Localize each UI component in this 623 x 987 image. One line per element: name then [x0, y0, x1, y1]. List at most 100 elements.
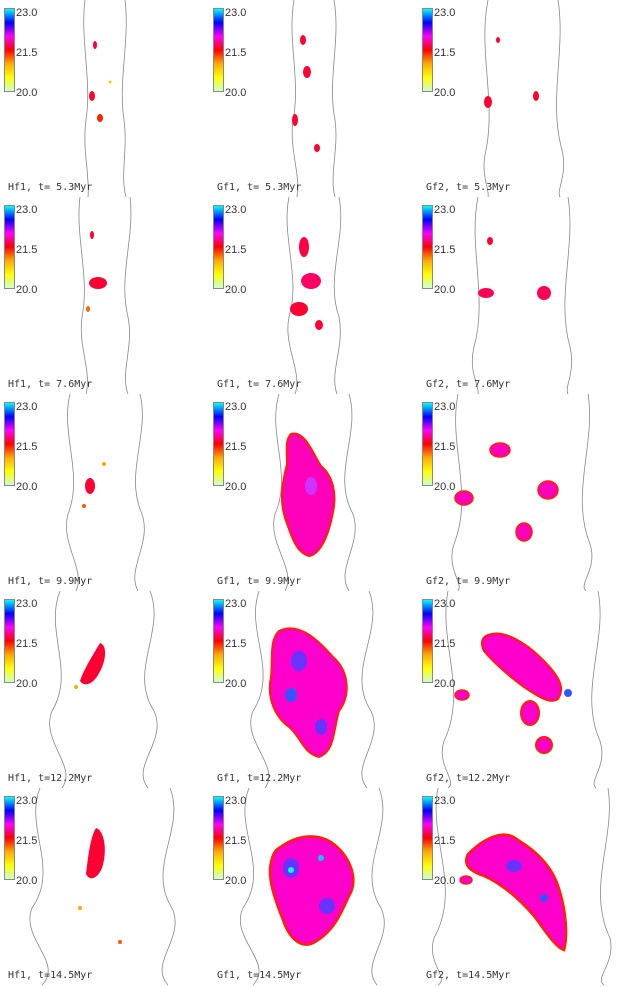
panel-hf1-12: 23.0 21.5 20.0 Hf1, t=12.2Myr — [0, 591, 205, 788]
panel-gf2-14: 23.0 21.5 20.0 Gf2, t=14.5Myr — [418, 788, 623, 985]
colorbar — [4, 796, 15, 880]
colorbar-tick-max: 23.0 — [434, 7, 456, 19]
colorbar-tick-min: 20.0 — [225, 284, 247, 296]
panel-gf1-9: 23.0 21.5 20.0 Gf1, t= 9.9Myr — [209, 394, 414, 591]
panel-caption: Gf1, t= 5.3Myr — [217, 182, 302, 193]
density-map — [66, 394, 145, 591]
colorbar-tick-max: 23.0 — [434, 598, 456, 610]
colorbar-tick-min: 20.0 — [434, 87, 456, 99]
panel-caption: Hf1, t=12.2Myr — [8, 773, 93, 784]
panel-hf1-14: 23.0 21.5 20.0 Hf1, t=14.5Myr — [0, 788, 205, 985]
colorbar — [213, 402, 224, 486]
panel-caption: Hf1, t= 5.3Myr — [8, 182, 93, 193]
panel-caption: Gf1, t= 7.6Myr — [217, 379, 302, 390]
density-map — [291, 0, 337, 197]
colorbar-tick-mid: 21.5 — [434, 244, 456, 256]
panel-gf1-5: 23.0 21.5 20.0 Gf1, t= 5.3Myr — [209, 0, 414, 197]
colorbar-tick-max: 23.0 — [16, 598, 38, 610]
colorbar-tick-min: 20.0 — [16, 481, 38, 493]
colorbar — [422, 599, 433, 683]
panel-caption: Gf2, t= 9.9Myr — [426, 576, 511, 587]
colorbar-tick-min: 20.0 — [434, 284, 456, 296]
colorbar — [213, 205, 224, 289]
colorbar-tick-min: 20.0 — [434, 481, 456, 493]
panel-caption: Hf1, t=14.5Myr — [8, 970, 93, 981]
colorbar — [4, 599, 15, 683]
colorbar-tick-max: 23.0 — [434, 204, 456, 216]
colorbar-tick-max: 23.0 — [434, 401, 456, 413]
panel-hf1-5: 23.0 21.5 20.0 Hf1, t= 5.3Myr — [0, 0, 205, 197]
colorbar-tick-mid: 21.5 — [225, 638, 247, 650]
density-map — [483, 0, 565, 197]
colorbar-tick-mid: 21.5 — [434, 835, 456, 847]
colorbar — [422, 796, 433, 880]
colorbar-tick-min: 20.0 — [16, 678, 38, 690]
density-map — [49, 591, 158, 788]
density-map — [29, 788, 176, 985]
colorbar-tick-max: 23.0 — [16, 795, 38, 807]
colorbar-tick-mid: 21.5 — [225, 441, 247, 453]
colorbar-tick-max: 23.0 — [225, 795, 247, 807]
panel-gf1-14: 23.0 21.5 20.0 Gf1, t=14.5Myr — [209, 788, 414, 985]
colorbar-tick-min: 20.0 — [225, 875, 247, 887]
density-map — [286, 197, 342, 394]
colorbar — [422, 8, 433, 92]
panel-gf2-9: 23.0 21.5 20.0 Gf2, t= 9.9Myr — [418, 394, 623, 591]
colorbar-tick-min: 20.0 — [16, 87, 38, 99]
colorbar — [213, 8, 224, 92]
colorbar-tick-min: 20.0 — [434, 678, 456, 690]
colorbar-tick-max: 23.0 — [16, 401, 38, 413]
colorbar — [213, 796, 224, 880]
density-map — [471, 197, 573, 394]
colorbar-tick-mid: 21.5 — [225, 835, 247, 847]
colorbar-tick-min: 20.0 — [225, 678, 247, 690]
density-map — [441, 591, 603, 788]
colorbar-tick-mid: 21.5 — [16, 47, 38, 59]
colorbar-tick-mid: 21.5 — [16, 244, 38, 256]
panel-caption: Gf2, t= 5.3Myr — [426, 182, 511, 193]
colorbar-tick-mid: 21.5 — [16, 441, 38, 453]
colorbar-tick-min: 20.0 — [16, 284, 38, 296]
panel-gf2-5: 23.0 21.5 20.0 Gf2, t= 5.3Myr — [418, 0, 623, 197]
colorbar-tick-max: 23.0 — [434, 795, 456, 807]
colorbar-tick-max: 23.0 — [225, 401, 247, 413]
colorbar-tick-mid: 21.5 — [225, 244, 247, 256]
panel-caption: Hf1, t= 9.9Myr — [8, 576, 93, 587]
colorbar-tick-mid: 21.5 — [16, 835, 38, 847]
colorbar — [213, 599, 224, 683]
colorbar-tick-mid: 21.5 — [434, 47, 456, 59]
colorbar — [422, 402, 433, 486]
colorbar — [4, 402, 15, 486]
panel-caption: Gf2, t=14.5Myr — [426, 970, 511, 981]
density-map — [273, 394, 356, 591]
panel-caption: Gf2, t= 7.6Myr — [426, 379, 511, 390]
colorbar-tick-min: 20.0 — [434, 875, 456, 887]
panel-caption: Gf2, t=12.2Myr — [426, 773, 511, 784]
colorbar-tick-max: 23.0 — [16, 7, 38, 19]
panel-caption: Gf1, t=14.5Myr — [217, 970, 302, 981]
colorbar-tick-mid: 21.5 — [225, 47, 247, 59]
colorbar — [4, 205, 15, 289]
panel-gf1-7: 23.0 21.5 20.0 Gf1, t= 7.6Myr — [209, 197, 414, 394]
panel-caption: Gf1, t= 9.9Myr — [217, 576, 302, 587]
colorbar-tick-max: 23.0 — [225, 204, 247, 216]
colorbar-tick-mid: 21.5 — [434, 638, 456, 650]
colorbar — [4, 8, 15, 92]
density-map — [432, 788, 612, 985]
density-map — [250, 591, 375, 788]
colorbar-tick-max: 23.0 — [225, 598, 247, 610]
colorbar-tick-min: 20.0 — [225, 481, 247, 493]
panel-gf2-12: 23.0 21.5 20.0 Gf2, t=12.2Myr — [418, 591, 623, 788]
panel-caption: Hf1, t= 7.6Myr — [8, 379, 93, 390]
colorbar-tick-min: 20.0 — [225, 87, 247, 99]
colorbar-tick-min: 20.0 — [16, 875, 38, 887]
panel-hf1-7: 23.0 21.5 20.0 Hf1, t= 7.6Myr — [0, 197, 205, 394]
density-map — [451, 394, 593, 591]
panel-gf1-12: 23.0 21.5 20.0 Gf1, t=12.2Myr — [209, 591, 414, 788]
colorbar-tick-mid: 21.5 — [16, 638, 38, 650]
colorbar — [422, 205, 433, 289]
panel-hf1-9: 23.0 21.5 20.0 Hf1, t= 9.9Myr — [0, 394, 205, 591]
panel-caption: Gf1, t=12.2Myr — [217, 773, 302, 784]
density-map — [78, 197, 132, 394]
